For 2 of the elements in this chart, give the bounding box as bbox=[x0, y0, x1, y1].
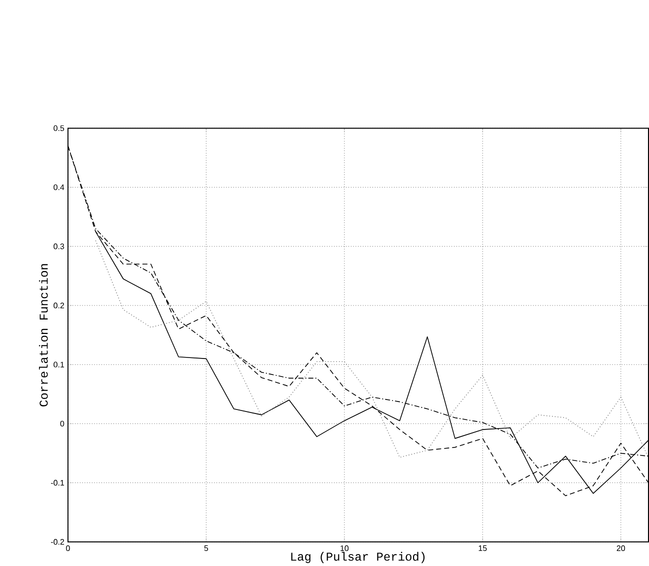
y-axis-title: Correlation Function bbox=[38, 264, 48, 406]
x-axis-title: Lag (Pulsar Period) bbox=[291, 552, 425, 563]
